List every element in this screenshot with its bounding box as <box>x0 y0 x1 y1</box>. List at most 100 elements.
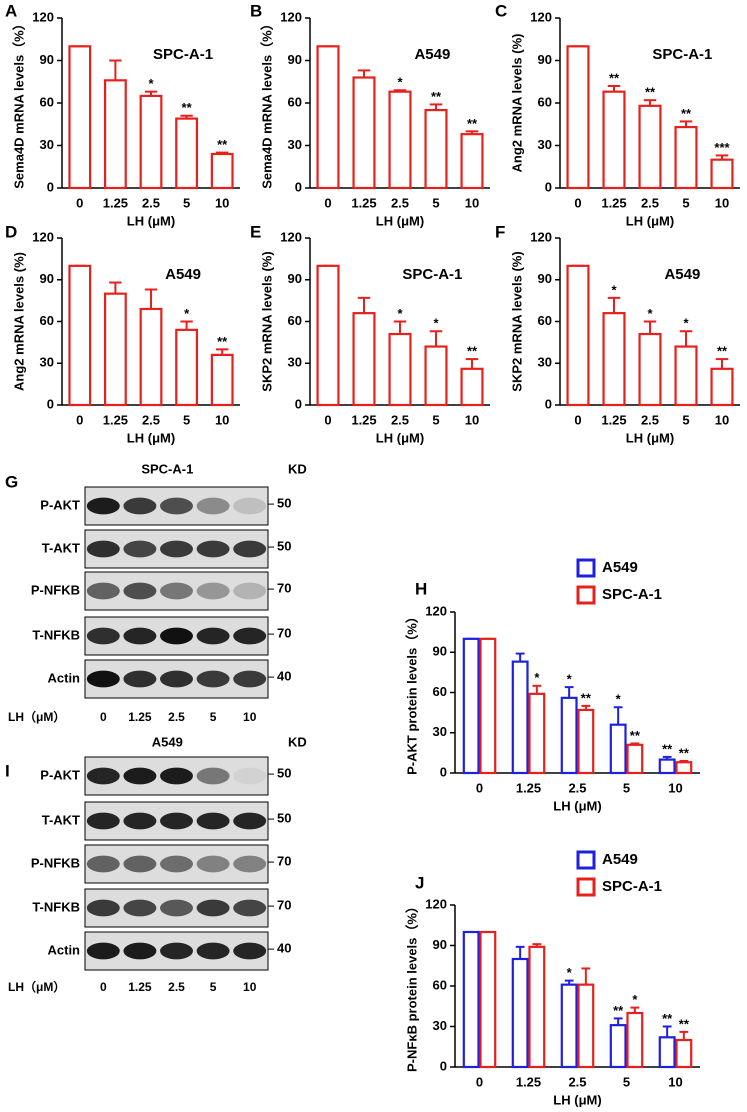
y-axis-title: Sema4D mRNA levels（%） <box>11 17 26 188</box>
blot-band <box>233 540 267 558</box>
y-tick-label: 90 <box>433 937 447 952</box>
y-tick-label: 120 <box>425 896 447 911</box>
x-tick-label: 2.5 <box>142 195 160 210</box>
lane-label: 1.25 <box>128 710 152 724</box>
blot-row-label: P-AKT <box>40 767 80 782</box>
x-tick-label: 5 <box>183 195 190 210</box>
chart-title: SPC-A-1 <box>153 46 213 63</box>
significance-label: * <box>397 306 403 321</box>
y-tick-label: 0 <box>47 396 54 411</box>
bar <box>609 1024 627 1069</box>
bar <box>658 1036 676 1069</box>
y-tick-label: 120 <box>425 603 447 618</box>
blot-band <box>233 855 267 873</box>
blot-band <box>160 855 193 873</box>
blot-title: A549 <box>152 734 183 749</box>
blot-row-label: Actin <box>48 942 81 957</box>
lane-label: 2.5 <box>168 980 185 994</box>
x-tick-label: 0 <box>574 195 581 210</box>
significance-label: * <box>567 965 573 980</box>
y-tick-label: 120 <box>280 229 302 244</box>
x-tick-label: 2.5 <box>568 780 586 795</box>
blot-band <box>123 582 157 600</box>
x-axis-title: LH (μM) <box>626 430 674 445</box>
x-axis-title: LH (μM) <box>127 213 175 228</box>
blot-band <box>123 942 157 960</box>
blot-band <box>196 942 230 960</box>
x-axis-title: LH (μM) <box>376 213 424 228</box>
blot-band <box>233 627 267 645</box>
blot-row-label: T-AKT <box>42 812 80 827</box>
significance-label: ** <box>581 690 592 705</box>
panel-letter: J <box>415 873 424 892</box>
lane-label: 0 <box>100 710 107 724</box>
y-axis-title: SKP2 mRNA levels (%) <box>509 251 524 391</box>
y-tick-label: 0 <box>545 396 552 411</box>
bar <box>674 125 698 190</box>
y-axis-title: Sema4D mRNA levels（%） <box>259 17 274 188</box>
bar <box>602 90 626 190</box>
bar <box>511 660 529 775</box>
x-tick-label: 0 <box>76 195 83 210</box>
significance-label: ** <box>630 728 641 743</box>
y-axis-title: P-AKT protein levels（%） <box>404 610 419 775</box>
x-tick-label: 1.25 <box>516 780 541 795</box>
legend-label: SPC-A-1 <box>602 878 662 895</box>
lane-label: 0 <box>100 980 107 994</box>
bar <box>675 1038 693 1069</box>
lane-label: 5 <box>210 980 217 994</box>
x-tick-label: 0 <box>324 412 331 427</box>
legend-label: SPC-A-1 <box>602 586 662 603</box>
x-tick-label: 0 <box>574 412 581 427</box>
y-tick-label: 30 <box>538 137 552 152</box>
x-tick-label: 2.5 <box>391 195 409 210</box>
x-tick-label: 2.5 <box>568 1074 586 1089</box>
bar <box>210 353 234 407</box>
significance-label: * <box>433 316 439 331</box>
marker-label: 40 <box>277 669 291 684</box>
y-tick-label: 0 <box>440 764 447 779</box>
blot-band <box>160 812 193 830</box>
blot-band <box>160 767 193 785</box>
y-tick-label: 0 <box>47 179 54 194</box>
bar <box>388 90 412 190</box>
bar <box>566 264 590 407</box>
significance-label: ** <box>613 1003 624 1018</box>
lane-label: 10 <box>243 980 257 994</box>
bar <box>103 292 127 407</box>
x-tick-label: 10 <box>215 412 229 427</box>
legend-label: A549 <box>602 851 638 868</box>
bar <box>674 345 698 407</box>
lane-label: 5 <box>210 710 217 724</box>
x-tick-label: 1.25 <box>103 195 128 210</box>
bar <box>638 332 662 407</box>
bar <box>560 983 578 1069</box>
blot-row-label: P-NFKB <box>31 582 80 597</box>
y-tick-label: 90 <box>288 271 302 286</box>
bar <box>316 264 340 407</box>
blot-band <box>86 670 120 688</box>
significance-label: * <box>632 992 638 1007</box>
x-tick-label: 0 <box>476 780 483 795</box>
x-tick-label: 10 <box>715 412 729 427</box>
significance-label: * <box>397 75 403 90</box>
y-tick-label: 60 <box>433 684 447 699</box>
legend-swatch <box>576 558 596 578</box>
x-tick-label: 5 <box>623 780 630 795</box>
x-tick-label: 5 <box>623 1074 630 1089</box>
blot-band <box>86 812 120 830</box>
bar <box>103 79 127 190</box>
y-tick-label: 30 <box>288 355 302 370</box>
x-tick-label: 2.5 <box>142 412 160 427</box>
x-axis-title: LH (μM) <box>626 213 674 228</box>
significance-label: ** <box>467 344 478 359</box>
x-tick-label: 1.25 <box>351 195 376 210</box>
significance-label: ** <box>681 106 692 121</box>
x-tick-label: 2.5 <box>641 195 659 210</box>
bar <box>460 133 484 190</box>
x-tick-label: 5 <box>432 412 439 427</box>
significance-label: * <box>184 306 190 321</box>
significance-label: ** <box>609 70 620 85</box>
marker-label: 50 <box>277 811 291 826</box>
chart-title: SPC-A-1 <box>402 266 462 283</box>
